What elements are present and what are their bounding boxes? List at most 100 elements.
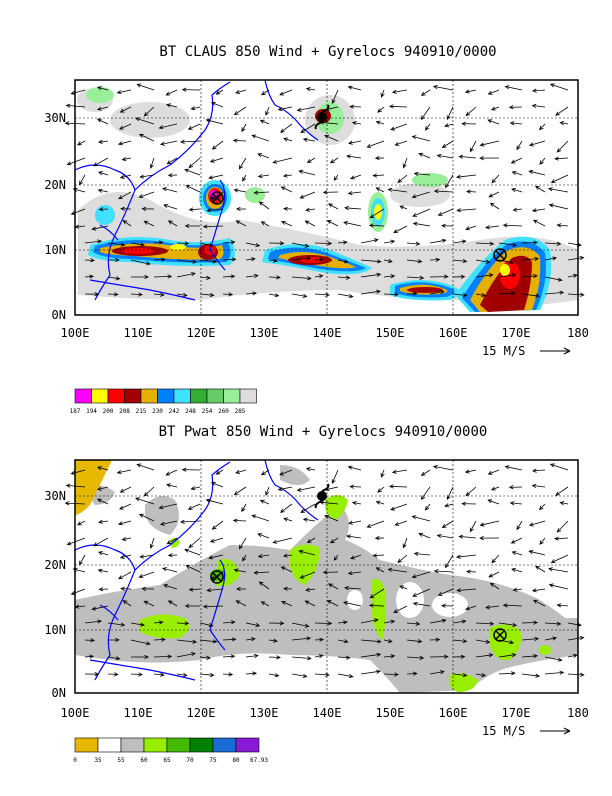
wind-vector xyxy=(388,104,408,109)
wind-vector xyxy=(291,656,312,661)
legend-label: 80 xyxy=(232,757,240,764)
wind-vector xyxy=(406,275,425,280)
wind-vector xyxy=(544,636,558,641)
wind-vector xyxy=(556,140,569,153)
wind-vector xyxy=(130,639,151,646)
wind-vector xyxy=(521,274,538,279)
wind-vector xyxy=(521,240,539,245)
wind-vector xyxy=(393,225,408,234)
wind-vector xyxy=(258,581,270,590)
wind-vector xyxy=(509,501,523,506)
wind-vector xyxy=(429,618,447,624)
wind-vector xyxy=(141,586,155,591)
wind-vector xyxy=(66,537,86,546)
wind-vector xyxy=(305,587,316,592)
legend-label: 0 xyxy=(73,757,77,764)
wind-vector xyxy=(291,636,312,641)
wind-vector xyxy=(413,551,431,556)
wind-vector xyxy=(176,259,198,264)
wind-vector xyxy=(257,173,270,179)
wind-vector xyxy=(521,293,541,298)
wind-vector xyxy=(160,140,178,146)
wind-vector xyxy=(268,655,281,660)
wind-vector xyxy=(291,276,312,281)
legend-label: 70 xyxy=(186,757,194,764)
wind-vector xyxy=(548,203,569,210)
wind-vector xyxy=(475,259,491,264)
wind-vector xyxy=(406,671,418,676)
wind-vector xyxy=(184,548,201,556)
claus-lat-labels: 30N 20N 10N 0N xyxy=(44,111,66,322)
wind-vector xyxy=(390,123,408,131)
wind-vector xyxy=(387,567,408,573)
wind-vector xyxy=(458,534,477,539)
wind-vector xyxy=(465,486,477,497)
wind-vector xyxy=(498,273,517,278)
lon-label: 130E xyxy=(250,326,279,340)
wind-vector xyxy=(97,139,109,144)
wind-vector xyxy=(502,223,523,228)
wind-vector xyxy=(163,584,178,590)
wind-vector xyxy=(116,469,132,475)
wind-vector xyxy=(487,499,500,505)
wind-vector xyxy=(479,536,500,541)
wind-vector xyxy=(268,673,280,678)
legend-label: 65 xyxy=(163,757,171,764)
wind-vector xyxy=(555,486,569,496)
wind-vector xyxy=(485,225,500,230)
wind-vector xyxy=(452,672,468,678)
wind-vector xyxy=(441,603,454,608)
wind-vector xyxy=(491,554,500,564)
wind-vector xyxy=(516,520,523,531)
wind-vector xyxy=(107,637,120,643)
wind-vector xyxy=(424,503,431,511)
wind-vector xyxy=(420,486,431,501)
wind-vector xyxy=(390,503,408,511)
wind-vector xyxy=(260,601,270,607)
wind-vector xyxy=(446,106,454,121)
wind-vector xyxy=(70,588,86,595)
wind-vector xyxy=(444,123,454,128)
wind-vector xyxy=(211,140,224,150)
wind-vector xyxy=(375,187,385,193)
wind-vector xyxy=(241,123,247,133)
gyre-marker-circled-x xyxy=(210,570,224,584)
wind-vector xyxy=(138,571,155,578)
wind-vector xyxy=(464,89,477,94)
wind-vector xyxy=(232,518,247,523)
wind-vector xyxy=(202,224,224,229)
wind-vector xyxy=(337,655,351,660)
gyre-marker-circled-x xyxy=(493,628,507,642)
pwat-lon-labels: 100E 110E 120E 130E 140E 150E 160E 170E … xyxy=(61,706,589,720)
wind-vector xyxy=(337,240,348,245)
wind-vector xyxy=(305,207,316,212)
lon-label: 100E xyxy=(61,326,90,340)
wind-vector xyxy=(119,106,132,113)
wind-vector xyxy=(528,549,546,556)
wind-vector xyxy=(257,153,270,159)
wind-vector xyxy=(461,121,477,126)
wind-vector xyxy=(283,517,293,522)
wind-vector xyxy=(184,168,201,176)
wind-vector xyxy=(280,503,293,513)
legend-label: 75 xyxy=(209,757,217,764)
wind-vector xyxy=(291,293,308,298)
pwat-gyre-markers xyxy=(210,483,507,642)
wind-vector xyxy=(429,274,449,279)
wind-vector xyxy=(119,554,132,559)
wind-vector xyxy=(97,568,109,573)
wind-vector xyxy=(149,537,155,549)
wind-vector xyxy=(235,220,247,227)
wind-vector xyxy=(504,465,523,471)
wind-vector xyxy=(366,520,385,528)
wind-vector xyxy=(84,654,95,659)
wind-vector xyxy=(162,187,178,193)
wind-vector xyxy=(528,140,546,147)
wind-vector xyxy=(122,600,132,607)
wind-vector xyxy=(559,121,569,126)
wind-vector xyxy=(491,174,500,184)
wind-vector xyxy=(351,121,362,126)
wind-vector xyxy=(188,157,201,169)
claus-coastlines xyxy=(75,80,319,301)
wind-vector xyxy=(136,463,155,471)
